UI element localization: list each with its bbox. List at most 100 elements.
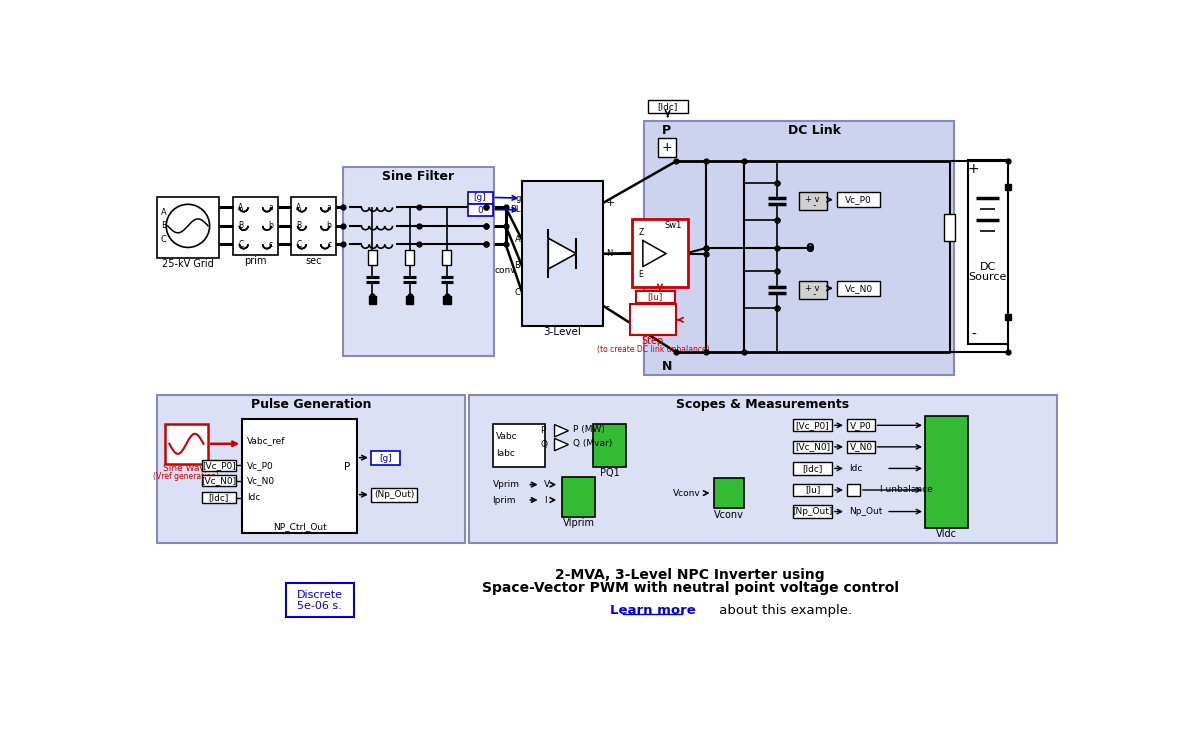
Text: (Np_Out): (Np_Out) [374, 490, 415, 499]
Text: 25-kV Grid: 25-kV Grid [162, 259, 214, 270]
Text: Space-Vector PWM with neutral point voltage control: Space-Vector PWM with neutral point volt… [482, 581, 899, 595]
Bar [635, 291, 674, 303]
Text: C: C [239, 240, 243, 248]
Bar [291, 197, 335, 255]
Text: Discrete: Discrete [296, 590, 342, 599]
Text: B: B [161, 221, 167, 230]
Text: P: P [541, 426, 546, 435]
Bar [967, 160, 1007, 344]
Bar [164, 424, 208, 464]
Text: I: I [543, 495, 547, 505]
Text: [Np_Out]: [Np_Out] [792, 507, 833, 516]
Text: [g]: [g] [474, 194, 487, 203]
Text: N: N [661, 359, 672, 373]
Text: 3-Level: 3-Level [543, 327, 581, 337]
Bar [837, 192, 880, 207]
Text: VIprim: VIprim [562, 518, 594, 528]
Text: -: - [971, 328, 977, 341]
Text: P: P [663, 124, 672, 137]
Text: Vprim: Vprim [492, 480, 520, 489]
Bar [1005, 314, 1011, 320]
Text: Iabc: Iabc [496, 449, 515, 458]
Bar [342, 167, 494, 356]
Text: DC Link: DC Link [788, 124, 841, 137]
Text: Vconv: Vconv [715, 510, 744, 520]
Text: 0: 0 [477, 206, 483, 215]
Text: Source: Source [968, 273, 1007, 282]
Bar [242, 419, 357, 533]
Bar [794, 505, 831, 518]
Text: A: A [161, 208, 167, 217]
Text: +: + [606, 198, 615, 208]
Bar [848, 484, 860, 496]
Text: E: E [638, 270, 642, 279]
Text: (Vref generation): (Vref generation) [154, 471, 220, 480]
Text: a: a [327, 203, 332, 212]
Bar [492, 424, 546, 467]
Polygon shape [548, 238, 576, 269]
Text: Sine Filter: Sine Filter [381, 170, 455, 183]
Bar [406, 296, 413, 303]
Bar [593, 424, 626, 467]
Text: B: B [296, 221, 301, 230]
Bar [286, 583, 354, 617]
Text: [Vc_P0]: [Vc_P0] [796, 421, 829, 430]
Text: Np_Out: Np_Out [849, 507, 882, 516]
Bar [1005, 184, 1011, 191]
Text: [Vc_N0]: [Vc_N0] [795, 442, 830, 451]
Text: Q: Q [541, 440, 548, 449]
Bar [442, 250, 451, 265]
Bar [644, 121, 953, 375]
Text: a: a [268, 203, 273, 212]
Text: Pulse Generation: Pulse Generation [250, 398, 371, 411]
Bar [629, 304, 677, 335]
Bar [157, 197, 218, 258]
Text: [Iu]: [Iu] [805, 486, 821, 495]
Text: C: C [296, 240, 301, 248]
Bar [945, 214, 955, 240]
Text: B: B [515, 261, 521, 270]
Bar [157, 395, 465, 543]
Bar [848, 441, 875, 453]
Text: [Idc]: [Idc] [802, 464, 823, 473]
Text: Z: Z [638, 228, 644, 237]
Text: I unbalance: I unbalance [880, 486, 933, 495]
Bar [522, 181, 603, 326]
Bar [468, 204, 492, 216]
Bar [848, 419, 875, 431]
Bar [794, 419, 831, 431]
Bar [658, 138, 677, 157]
Text: +: + [661, 141, 672, 154]
Text: -: - [606, 301, 609, 311]
Text: C: C [161, 235, 167, 244]
Polygon shape [555, 425, 568, 437]
Text: Vc_P0: Vc_P0 [846, 195, 872, 204]
Text: Iprim: Iprim [492, 495, 516, 505]
Text: [Iu]: [Iu] [647, 292, 663, 301]
Text: V_N0: V_N0 [849, 442, 873, 451]
Bar [798, 192, 827, 211]
Text: Idc: Idc [247, 493, 260, 502]
Text: about this example.: about this example. [715, 605, 852, 617]
Text: P: P [345, 462, 351, 472]
Text: sec: sec [305, 256, 321, 267]
Text: Vc_P0: Vc_P0 [247, 461, 274, 470]
Text: 2-MVA, 3-Level NPC Inverter using: 2-MVA, 3-Level NPC Inverter using [555, 569, 826, 583]
Text: B: B [239, 221, 243, 230]
Bar [371, 489, 417, 501]
Bar [794, 462, 831, 474]
Text: 5e-06 s.: 5e-06 s. [298, 601, 342, 611]
Text: c: c [269, 240, 273, 248]
Text: [Idc]: [Idc] [658, 102, 678, 111]
Text: Scopes & Measurements: Scopes & Measurements [677, 398, 849, 411]
Bar [562, 477, 595, 517]
Text: V_P0: V_P0 [850, 421, 872, 430]
Bar [202, 475, 236, 486]
Text: + v: + v [805, 284, 820, 293]
Text: Learn more: Learn more [611, 605, 696, 617]
Bar [405, 250, 415, 265]
Text: A: A [296, 203, 301, 212]
Text: DC: DC [979, 263, 996, 273]
Text: Vconv: Vconv [673, 489, 700, 498]
Text: C: C [515, 288, 521, 297]
